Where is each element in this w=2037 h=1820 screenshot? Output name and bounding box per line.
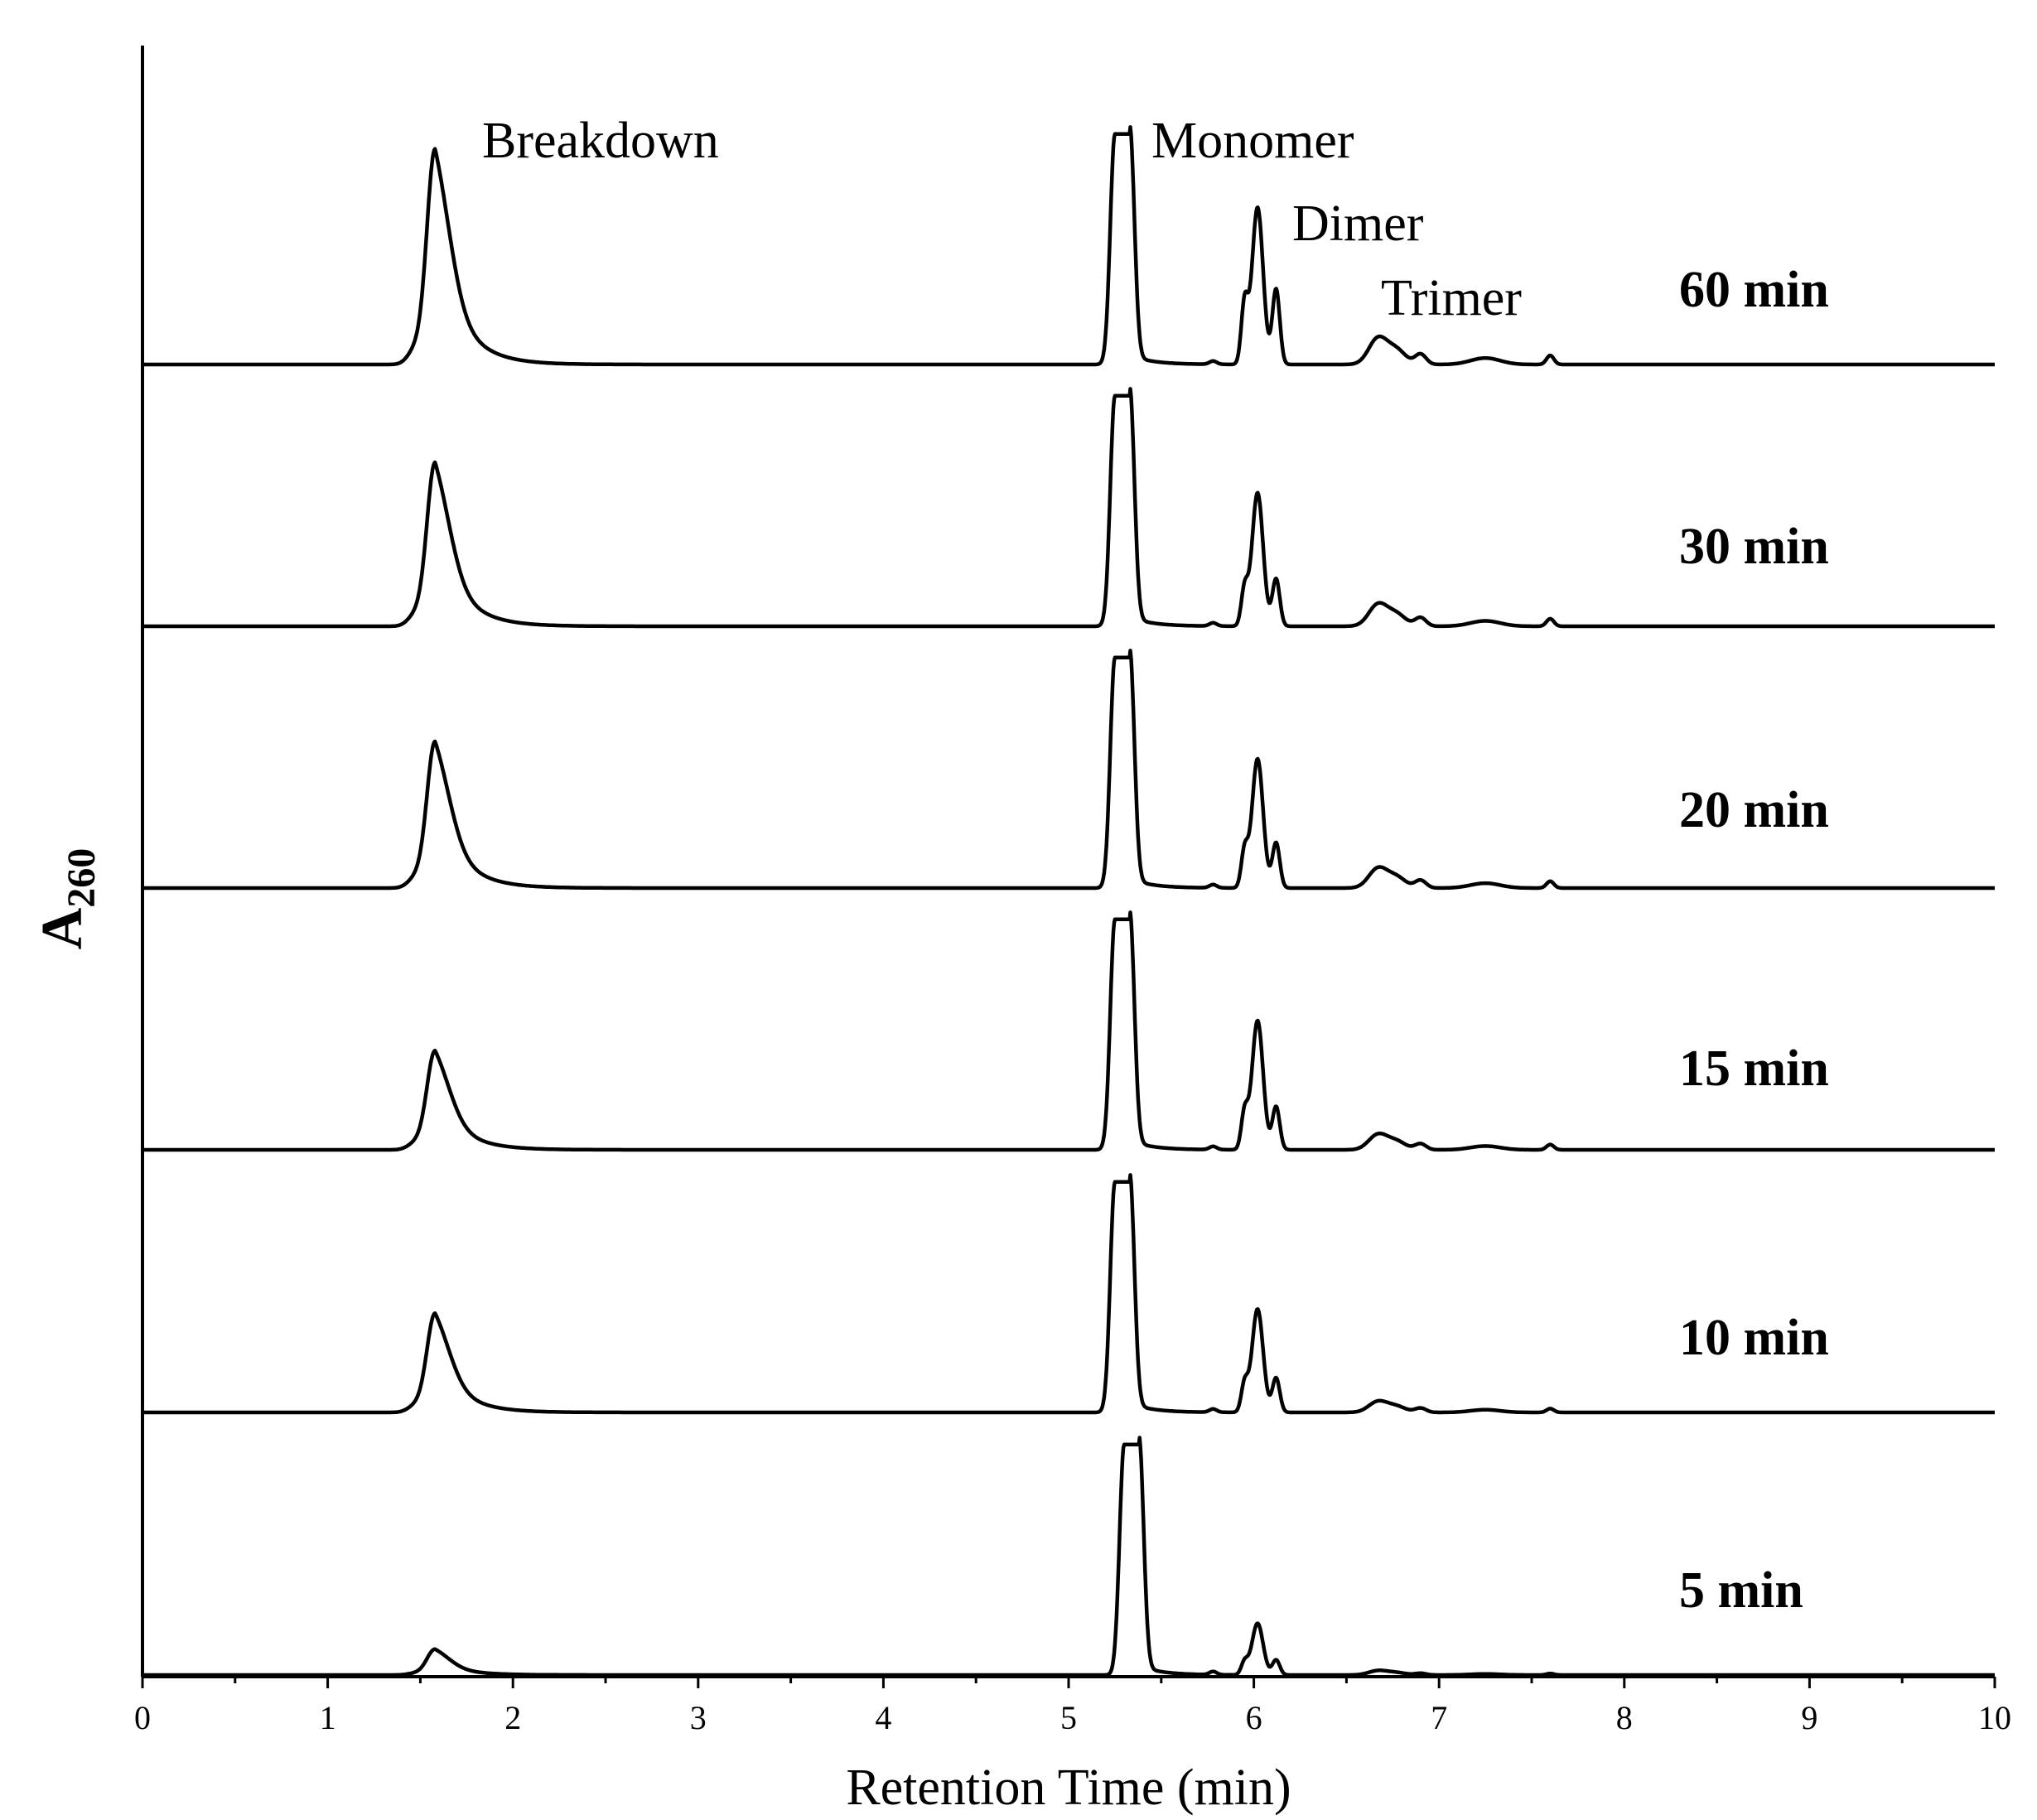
trace-label: 20 min xyxy=(1679,782,1829,838)
trace-label: 5 min xyxy=(1679,1562,1803,1619)
x-tick-label: 1 xyxy=(320,1699,336,1736)
x-tick-label: 2 xyxy=(504,1699,521,1736)
x-tick-label: 0 xyxy=(134,1699,151,1736)
peak-label: Trimer xyxy=(1381,270,1522,326)
traces xyxy=(141,125,1996,1678)
y-axis-title-main: A xyxy=(31,907,94,949)
trace-label: 60 min xyxy=(1679,262,1829,318)
trace-line xyxy=(141,125,1996,367)
trace-line xyxy=(141,1173,1996,1415)
peak-label: Breakdown xyxy=(482,113,719,169)
trace-line xyxy=(141,649,1996,891)
peak-label: Monomer xyxy=(1151,113,1354,169)
peak-labels: Breakdown Monomer Dimer Trimer xyxy=(482,113,1522,326)
x-tick-label: 3 xyxy=(690,1699,707,1736)
x-tick-label: 10 xyxy=(1978,1699,2011,1736)
x-tick-label: 5 xyxy=(1060,1699,1077,1736)
x-tick-label: 9 xyxy=(1801,1699,1817,1736)
x-tick-label: 4 xyxy=(875,1699,891,1736)
peak-label: Dimer xyxy=(1292,196,1424,252)
trace-line xyxy=(141,387,1996,629)
trace-label: 30 min xyxy=(1679,519,1829,575)
y-axis-title-subscript: 260 xyxy=(60,848,104,908)
x-ticks: 0 1 2 3 4 5 6 7 8 9 10 xyxy=(134,1677,2011,1736)
x-tick-label: 6 xyxy=(1246,1699,1262,1736)
x-tick-label: 7 xyxy=(1431,1699,1447,1736)
trace-line xyxy=(141,910,1996,1152)
trace-labels: 60 min 30 min 20 min 15 min 10 min 5 min xyxy=(1679,262,1829,1619)
trace-line xyxy=(141,1436,1996,1678)
x-tick-label: 8 xyxy=(1616,1699,1633,1736)
x-axis-title: Retention Time (min) xyxy=(846,1760,1291,1816)
trace-label: 15 min xyxy=(1679,1040,1829,1097)
trace-label: 10 min xyxy=(1679,1310,1829,1366)
y-axis-title: A260 xyxy=(31,848,104,950)
